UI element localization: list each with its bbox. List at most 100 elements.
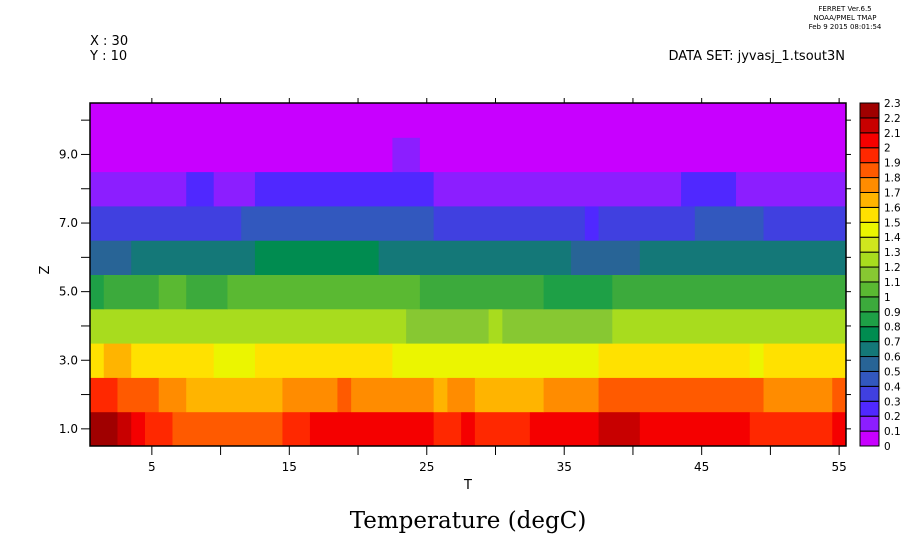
y-axis-label: Z bbox=[38, 265, 53, 274]
heatmap-cell bbox=[254, 343, 393, 378]
heatmap-cell bbox=[763, 343, 847, 378]
heatmap-cell bbox=[337, 377, 352, 413]
heatmap-cell bbox=[282, 411, 311, 447]
heatmap-cell bbox=[681, 171, 737, 207]
heatmap-cell bbox=[639, 240, 847, 275]
colorbar-label: 2 bbox=[884, 143, 891, 155]
heatmap-cell bbox=[90, 377, 118, 413]
heatmap-cell bbox=[694, 205, 765, 241]
y-tick-label: 7.0 bbox=[59, 216, 78, 230]
colorbar-label: 0 bbox=[884, 441, 891, 453]
heatmap-cell bbox=[474, 411, 531, 447]
colorbar-swatch bbox=[859, 162, 880, 179]
x-position-label: X : 30 bbox=[90, 34, 128, 49]
colorbar-label: 0.1 bbox=[884, 426, 901, 438]
heatmap-cell bbox=[502, 308, 613, 344]
heatmap-cell bbox=[543, 377, 600, 413]
heatmap-cell bbox=[144, 411, 173, 447]
colorbar-swatch bbox=[859, 266, 880, 283]
colorbar-swatch bbox=[859, 236, 880, 253]
heatmap-cell bbox=[392, 343, 600, 378]
heatmap-cell bbox=[117, 377, 160, 413]
heatmap-cell bbox=[282, 377, 338, 413]
heatmap-cell bbox=[158, 274, 187, 310]
colorbar-swatch bbox=[859, 177, 880, 193]
heatmap-cell bbox=[90, 137, 393, 173]
heatmap-cell bbox=[213, 343, 256, 378]
colorbar-label: 0.2 bbox=[884, 411, 901, 423]
heatmap-cell bbox=[639, 411, 751, 447]
colorbar-swatch bbox=[859, 326, 880, 343]
chart-title: Temperature (degC) bbox=[350, 508, 587, 534]
heatmap-cell bbox=[158, 377, 187, 413]
heatmap-cell bbox=[406, 308, 490, 344]
colorbar-label: 0.4 bbox=[884, 381, 901, 393]
colorbar-swatch bbox=[859, 385, 880, 402]
heatmap-cell bbox=[254, 171, 435, 207]
heatmap-cell bbox=[117, 411, 132, 447]
heatmap-cell bbox=[612, 308, 847, 344]
y-tick-label: 1.0 bbox=[59, 422, 78, 436]
colorbar-swatch bbox=[859, 341, 880, 358]
heatmap-cell bbox=[433, 411, 462, 447]
colorbar-label: 1.6 bbox=[884, 202, 901, 214]
x-tick-label: 5 bbox=[148, 460, 156, 474]
heatmap-cell bbox=[309, 411, 435, 447]
y-tick-label: 5.0 bbox=[59, 285, 78, 299]
colorbar-label: 1.4 bbox=[884, 232, 901, 244]
colorbar-swatch bbox=[859, 132, 880, 149]
heatmap-cell bbox=[598, 377, 765, 413]
colorbar-swatch bbox=[859, 415, 880, 432]
axis-ticks: 5 15 25 35 45 55 1.0 3.0 5.0 7.0 9.0 bbox=[59, 98, 851, 474]
heatmap-cell bbox=[447, 377, 476, 413]
colorbar-swatch bbox=[859, 102, 880, 119]
x-tick-label: 55 bbox=[831, 460, 846, 474]
heatmap-cell bbox=[241, 205, 435, 241]
heatmap-cell bbox=[433, 171, 682, 207]
colorbar-label: 1.5 bbox=[884, 217, 901, 229]
colorbar-swatch bbox=[859, 370, 880, 387]
heatmap-cell bbox=[90, 171, 187, 207]
dataset-label: DATA SET: jyvasj_1.tsout3N bbox=[668, 49, 845, 64]
colorbar-swatch bbox=[859, 206, 880, 223]
colorbar-label: 0.7 bbox=[884, 337, 901, 349]
heatmap-cell bbox=[186, 171, 215, 207]
heatmap-cell bbox=[419, 137, 847, 173]
heatmap-cell bbox=[749, 411, 833, 447]
colorbar-swatch bbox=[859, 191, 880, 208]
x-tick-label: 25 bbox=[419, 460, 434, 474]
heatmap-cell bbox=[378, 240, 572, 275]
heatmap-cell bbox=[90, 240, 132, 275]
heatmap-cell bbox=[90, 274, 105, 310]
colorbar-label: 1.3 bbox=[884, 247, 901, 259]
colorbar-label: 0.9 bbox=[884, 307, 901, 319]
plot-frame bbox=[89, 102, 847, 447]
x-axis-label: T bbox=[463, 478, 472, 493]
colorbar-swatch bbox=[859, 296, 880, 313]
heatmap-cell bbox=[612, 274, 847, 310]
ferret-date: Feb 9 2015 08:01:54 bbox=[809, 23, 882, 31]
heatmap-cell bbox=[351, 377, 435, 413]
heatmap-cell bbox=[254, 240, 380, 275]
heatmap-cell bbox=[90, 411, 118, 447]
colorbar-label: 1.7 bbox=[884, 187, 901, 199]
colorbar-label: 1.9 bbox=[884, 158, 901, 170]
heatmap-cell bbox=[763, 205, 847, 241]
colorbar-swatch bbox=[859, 356, 880, 372]
colorbar-label: 1.1 bbox=[884, 277, 901, 289]
heatmap-cell bbox=[392, 137, 421, 173]
heatmap-cell bbox=[461, 411, 476, 447]
x-tick-label: 35 bbox=[557, 460, 572, 474]
heatmap-cell bbox=[90, 308, 407, 344]
heatmap-cell bbox=[763, 377, 833, 413]
heatmap-cell bbox=[90, 205, 242, 241]
heatmap-cell bbox=[584, 205, 600, 241]
heatmap-cell bbox=[90, 343, 105, 378]
heatmap-cell bbox=[488, 308, 503, 344]
colorbar-swatch bbox=[859, 117, 880, 134]
heatmap-cell bbox=[571, 240, 641, 275]
colorbar-swatch bbox=[859, 400, 880, 417]
colorbar-label: 0.3 bbox=[884, 396, 901, 408]
